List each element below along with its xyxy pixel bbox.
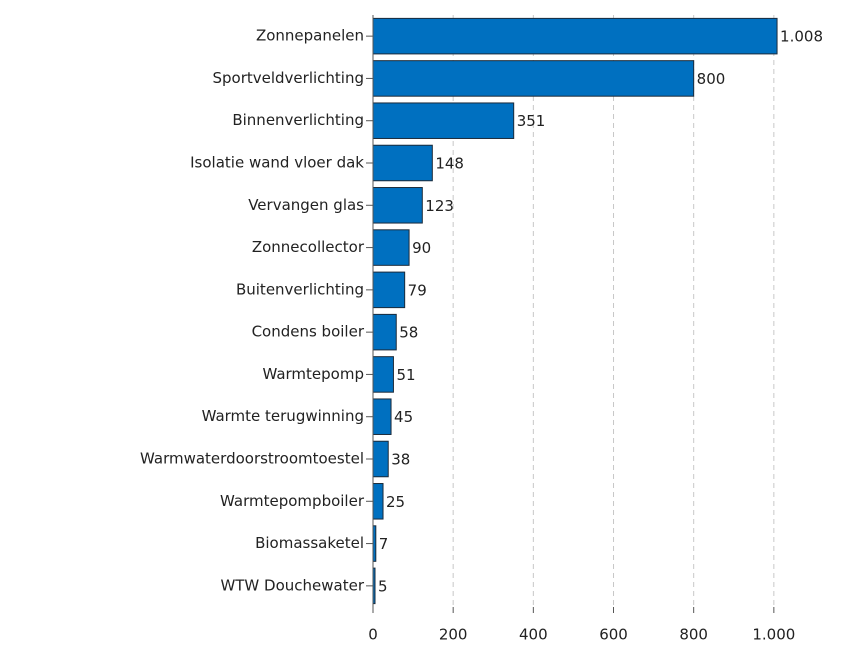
bar <box>372 313 397 351</box>
bar <box>372 187 423 224</box>
y-tick-label: Biomassaketel <box>255 534 364 552</box>
x-tick-label: 600 <box>599 626 628 644</box>
value-label: 51 <box>396 366 415 384</box>
y-tick-label: Condens boiler <box>252 323 365 341</box>
bar <box>372 229 410 266</box>
value-label: 5 <box>378 577 388 595</box>
y-tick-label: Zonnecollector <box>252 238 365 256</box>
bar <box>372 356 394 393</box>
value-label: 7 <box>379 535 389 553</box>
y-tick-label: Warmtepomp <box>262 365 364 383</box>
bar <box>372 483 384 520</box>
bar <box>372 60 695 97</box>
value-label: 79 <box>408 281 427 299</box>
bar <box>372 144 433 182</box>
value-label: 351 <box>517 112 546 130</box>
bar <box>372 271 406 309</box>
y-tick-label: WTW Douchewater <box>220 576 364 594</box>
value-label: 38 <box>391 451 410 469</box>
y-tick-label: Warmte terugwinning <box>202 407 364 425</box>
y-tick-label: Warmwaterdoorstroomtoestel <box>140 450 364 468</box>
x-tick-label: 0 <box>368 626 378 644</box>
x-tick-label: 200 <box>439 626 468 644</box>
y-tick-label: Buitenverlichting <box>236 280 364 298</box>
value-label: 148 <box>435 155 464 173</box>
x-tick-label: 1.000 <box>752 626 795 644</box>
y-tick-label: Sportveldverlichting <box>212 69 364 87</box>
value-label: 800 <box>697 70 726 88</box>
y-tick-label: Isolatie wand vloer dak <box>190 154 364 172</box>
value-label: 25 <box>386 493 405 511</box>
value-label: 58 <box>399 324 418 342</box>
value-label: 90 <box>412 239 431 257</box>
y-tick-label: Binnenverlichting <box>232 111 364 129</box>
bar <box>372 398 392 435</box>
y-tick-label: Warmtepompboiler <box>220 492 365 510</box>
bar <box>372 17 778 55</box>
value-label: 123 <box>425 197 454 215</box>
y-tick-label: Vervangen glas <box>248 196 364 214</box>
bar <box>372 102 515 139</box>
value-label: 1.008 <box>780 28 823 46</box>
x-tick-label: 400 <box>519 626 548 644</box>
x-tick-label: 800 <box>679 626 708 644</box>
y-tick-label: Zonnepanelen <box>256 27 364 45</box>
bar <box>372 440 389 478</box>
value-label: 45 <box>394 408 413 426</box>
